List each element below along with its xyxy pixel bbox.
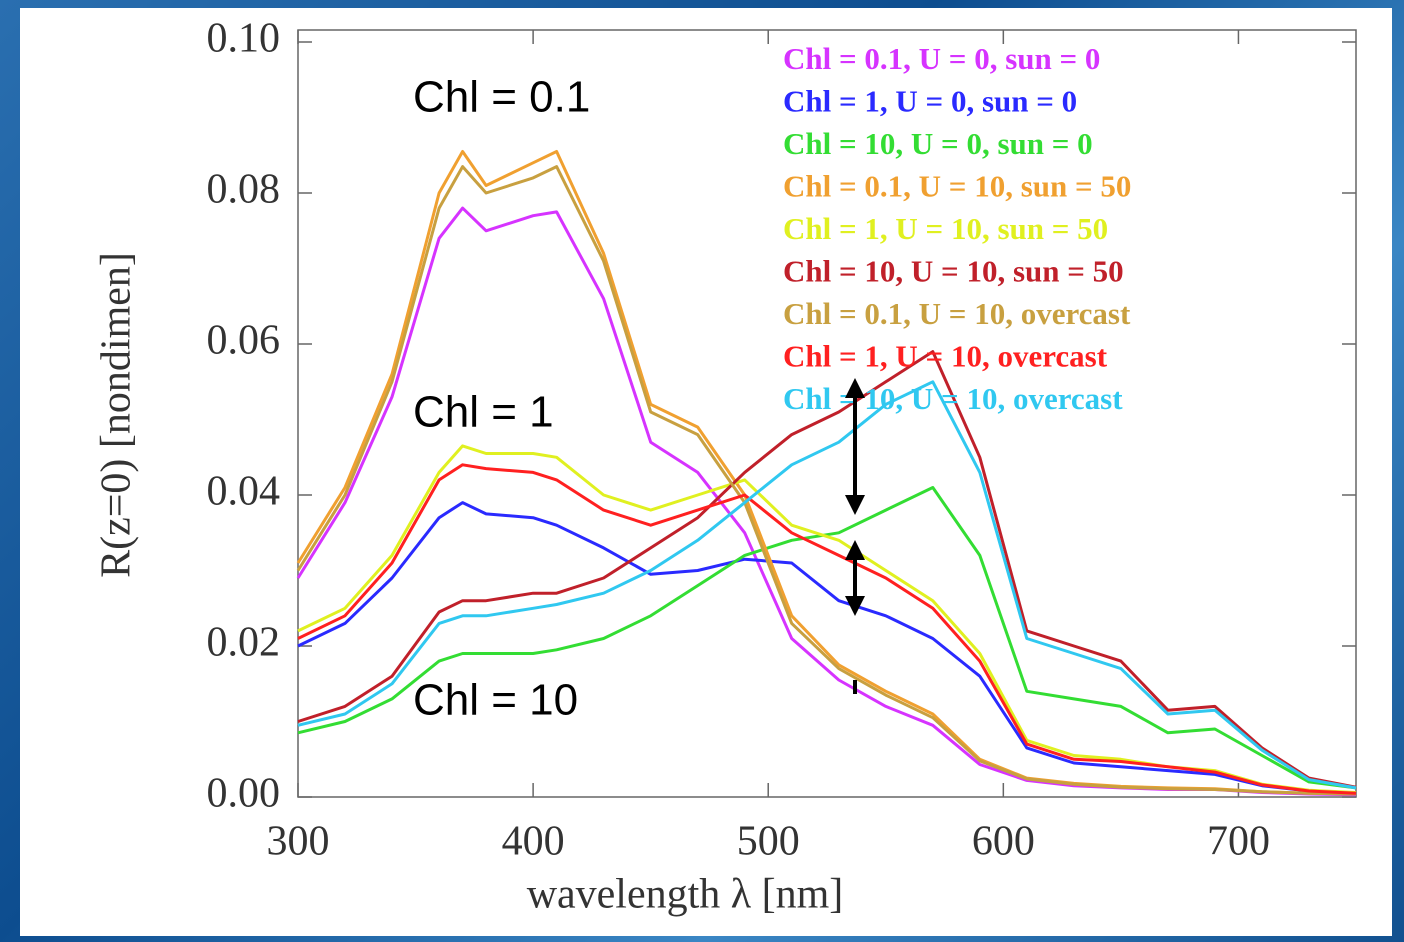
series-line [297,380,1357,790]
plot-frame [297,29,1357,798]
y-tick-label: 0.10 [207,16,281,62]
annotation: Chl = 1 [413,388,554,437]
x-tick-label: 600 [972,819,1035,865]
legend-entry: Chl = 0.1, U = 10, sun = 50 [783,169,1131,204]
legend-entry: Chl = 0.1, U = 10, overcast [783,296,1131,331]
legend-entry: Chl = 1, U = 0, sun = 0 [783,84,1077,119]
x-axis-label: wavelength λ [nm] [527,872,844,918]
legend-entry: Chl = 1, U = 10, overcast [783,339,1108,374]
series-line [297,350,1357,789]
annotation: Chl = 0.1 [413,73,590,122]
y-tick-label: 0.08 [207,167,281,213]
legend-entry: Chl = 10, U = 0, sun = 0 [783,126,1093,161]
legend-entry: Chl = 0.1, U = 0, sun = 0 [783,41,1100,76]
x-tick-label: 700 [1207,819,1270,865]
legend-entry: Chl = 10, U = 10, sun = 50 [783,254,1124,289]
series-line [297,501,1357,795]
series-line [296,165,1357,796]
y-tick-label: 0.04 [207,469,281,515]
y-tick-label: 0.00 [207,771,281,817]
annotation: Chl = 10 [413,676,578,725]
y-axis-label: R(z=0) [nondimen] [94,252,140,578]
x-tick-label: 500 [737,819,800,865]
y-tick-label: 0.06 [207,318,281,364]
legend-entry: Chl = 10, U = 10, overcast [783,381,1123,416]
y-tick-label: 0.02 [207,620,281,666]
series-line [297,463,1357,795]
series-line [297,486,1357,790]
x-tick-label: 300 [267,819,330,865]
x-tick-label: 400 [502,819,565,865]
panel [20,8,1392,936]
legend-entry: Chl = 1, U = 10, sun = 50 [783,211,1108,246]
